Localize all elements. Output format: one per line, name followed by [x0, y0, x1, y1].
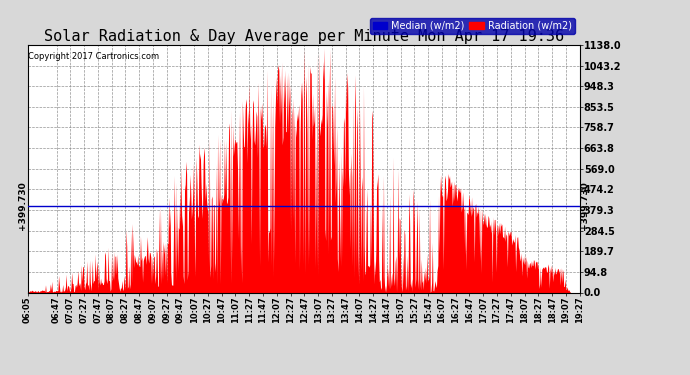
Legend: Median (w/m2), Radiation (w/m2): Median (w/m2), Radiation (w/m2) — [370, 18, 575, 33]
Title: Solar Radiation & Day Average per Minute Mon Apr 17 19:36: Solar Radiation & Day Average per Minute… — [43, 29, 564, 44]
Text: +399.730: +399.730 — [18, 181, 27, 230]
Text: Copyright 2017 Cartronics.com: Copyright 2017 Cartronics.com — [28, 53, 159, 62]
Text: +399.730: +399.730 — [580, 181, 589, 230]
